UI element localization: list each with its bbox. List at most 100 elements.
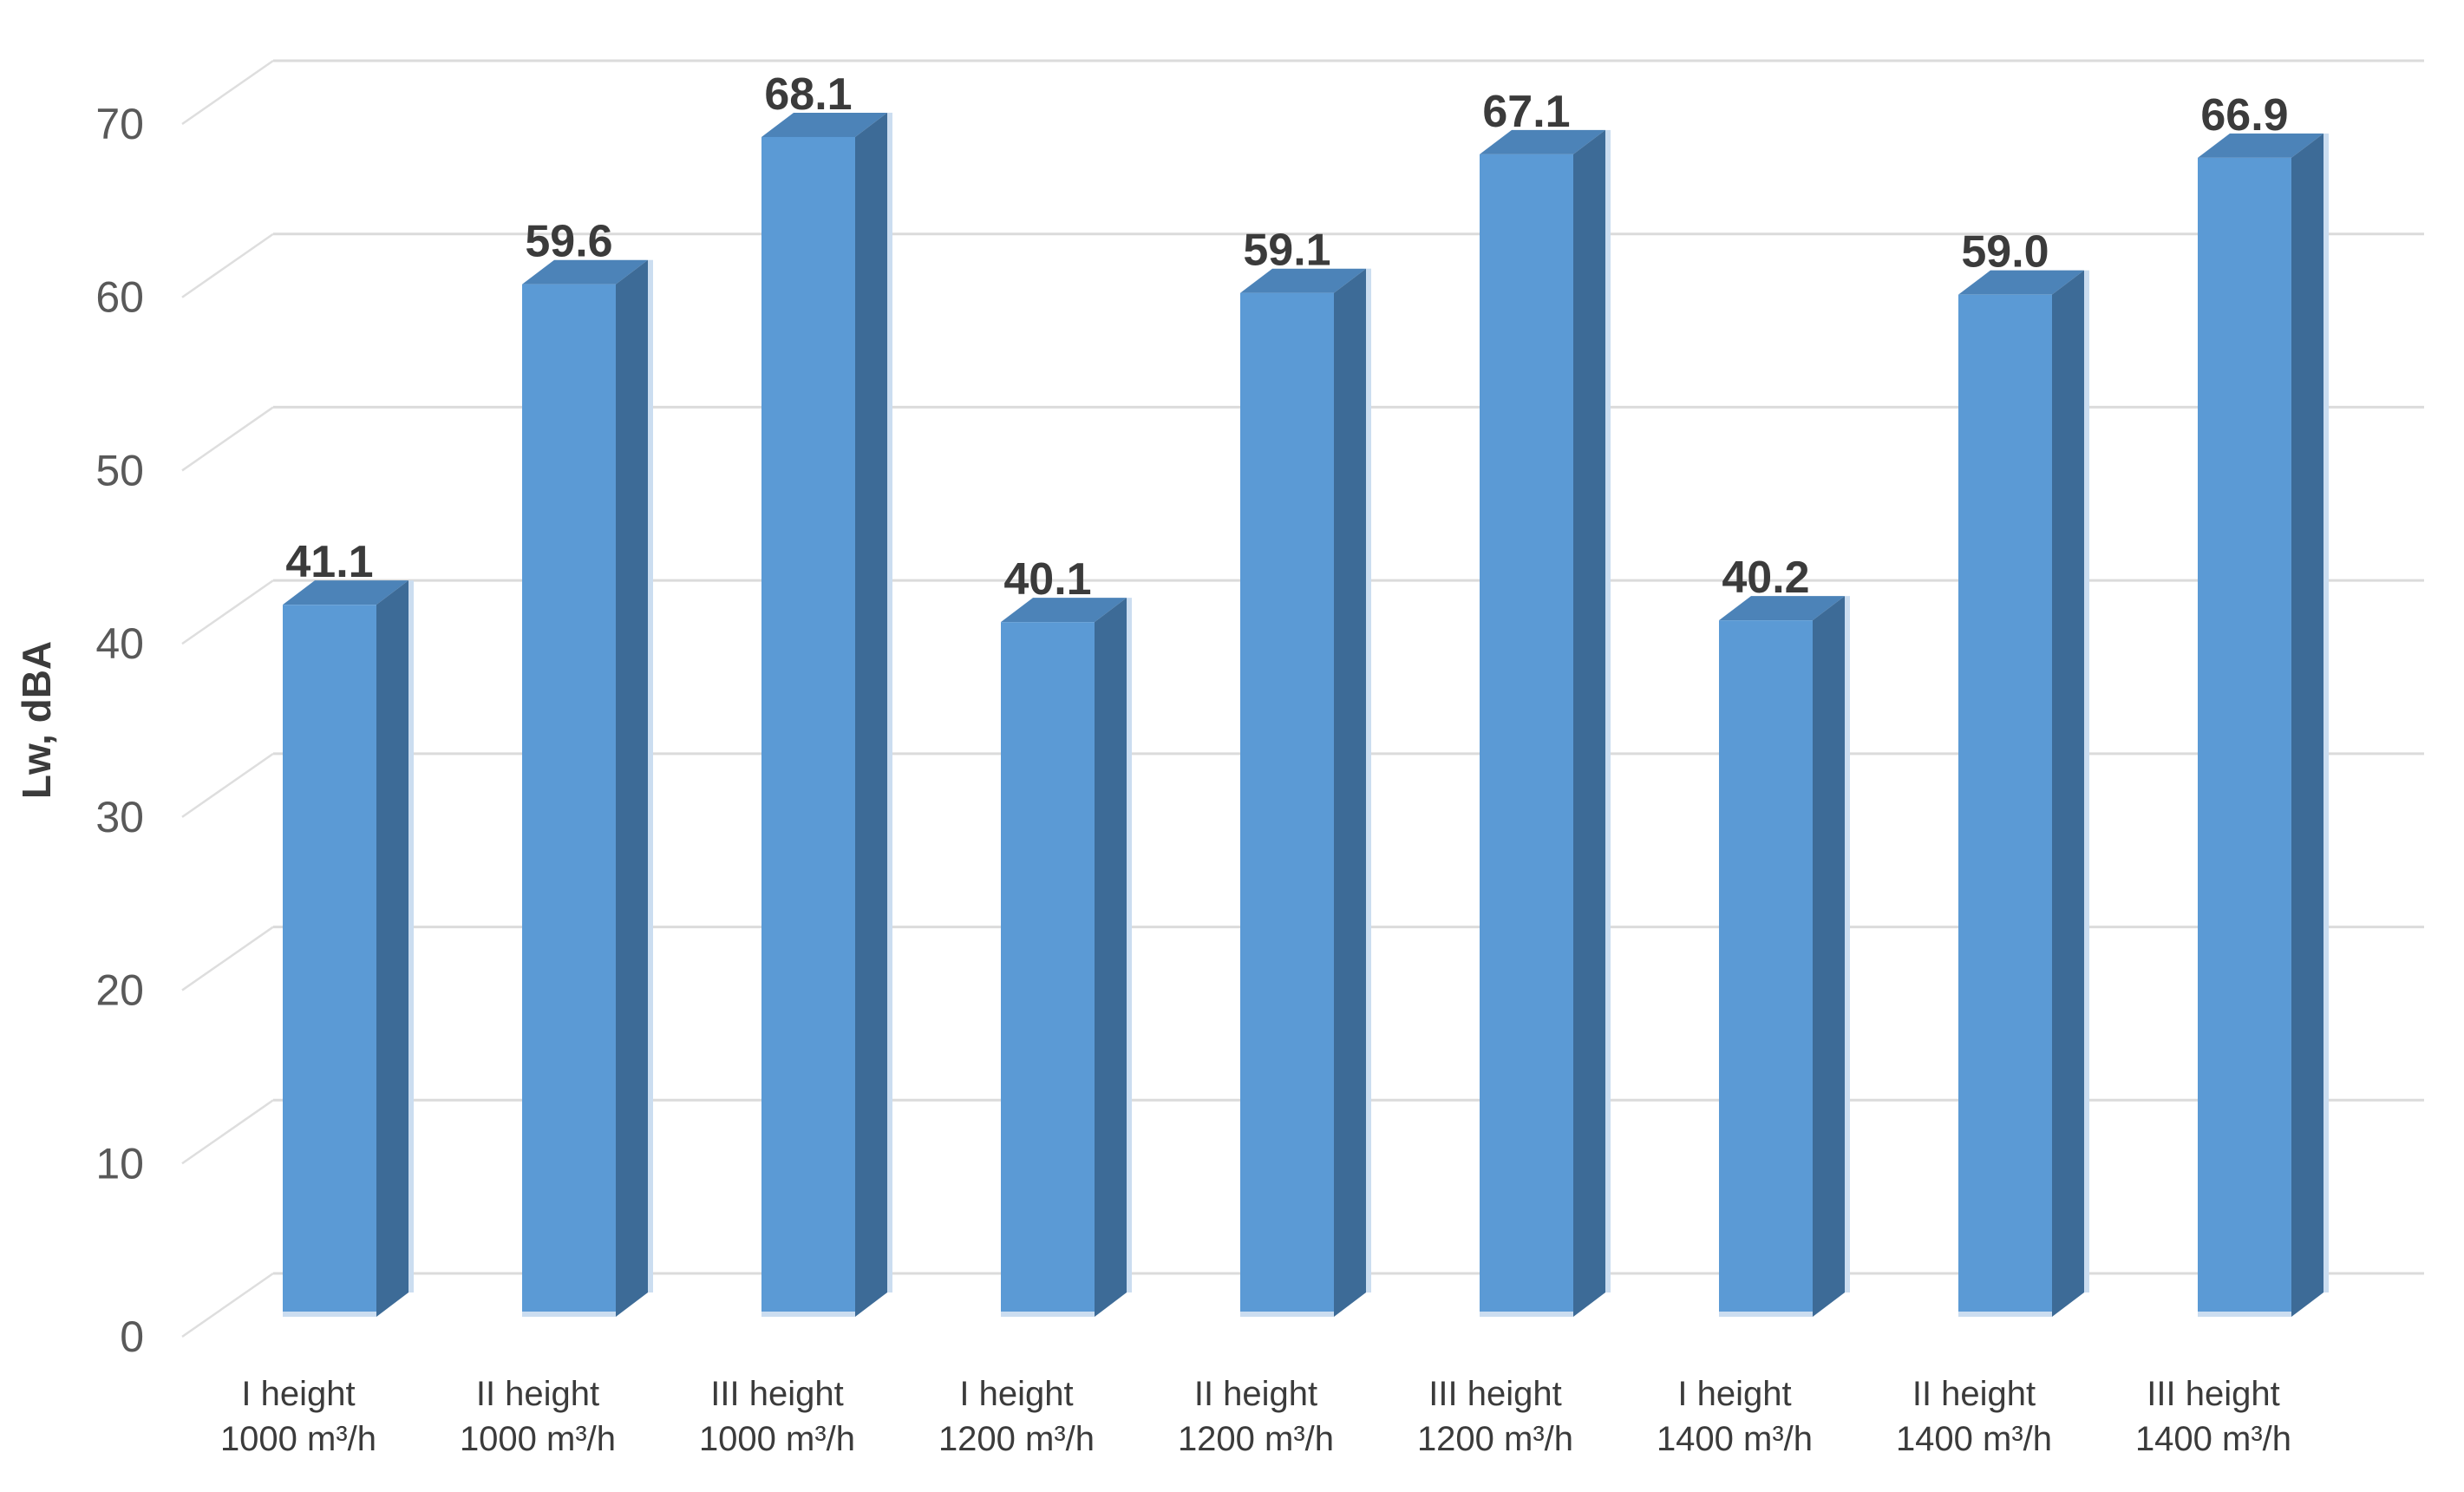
x-axis-category-line2: 1000 m³/h (699, 1420, 855, 1458)
bar-side-face (616, 259, 648, 1317)
bar-top-face (1480, 129, 1605, 154)
bar-group: 67.1 III height 1200 m³/h (1417, 87, 1611, 1458)
y-axis-tick-label: 60 (95, 273, 144, 322)
x-axis-category-line2: 1200 m³/h (1178, 1420, 1334, 1458)
y-axis-tick-label: 40 (95, 619, 144, 668)
bar-side-face (1573, 129, 1605, 1318)
gridline-depth-connector (181, 1272, 274, 1338)
bar-base-highlight (1480, 1312, 1573, 1317)
bar-base-highlight (1240, 1312, 1334, 1317)
x-axis-category-line1: I height (1677, 1375, 1791, 1413)
bar-side-face (376, 580, 408, 1317)
bar-base-highlight (761, 1312, 855, 1317)
y-axis-tick-label: 50 (95, 446, 144, 494)
bar-base-highlight (522, 1312, 616, 1317)
y-axis-tick-label: 70 (95, 100, 144, 148)
y-axis-tick-label: 10 (95, 1139, 144, 1188)
x-axis-category-line2: 1000 m³/h (460, 1420, 616, 1458)
bar-value-label: 67.1 (1482, 87, 1570, 137)
y-axis-tick-label: 30 (95, 793, 144, 841)
gridline-depth-connector (181, 579, 274, 645)
bar-front-face (522, 284, 616, 1317)
x-axis-category-line1: I height (241, 1375, 355, 1413)
bar-front-face (283, 605, 376, 1317)
bar-top-face (2198, 133, 2323, 158)
bar-edge-highlight (2084, 270, 2089, 1293)
bar-group: 41.1 I height 1000 m³/h (220, 537, 414, 1458)
x-axis-category-line2: 1200 m³/h (938, 1420, 1095, 1458)
bar-edge-highlight (1127, 598, 1132, 1292)
y-axis-tick-label: 0 (120, 1312, 144, 1361)
bar-group: 66.9 III height 1400 m³/h (2135, 90, 2329, 1458)
gridline-depth-connector (181, 1099, 274, 1165)
x-axis-category-line1: II height (1194, 1375, 1317, 1413)
gridline-depth-connector (181, 406, 274, 472)
bar-edge-highlight (887, 112, 892, 1293)
x-axis-category-line1: III height (2147, 1375, 2279, 1413)
bar-edge-highlight (648, 259, 653, 1292)
bar-front-face (1001, 622, 1095, 1317)
bar-front-face (1480, 154, 1573, 1318)
bar-value-label: 66.9 (2200, 90, 2288, 141)
x-axis-category-line2: 1200 m³/h (1417, 1420, 1573, 1458)
bar-top-face (1001, 598, 1127, 623)
bar-base-highlight (1719, 1312, 1813, 1317)
bar-group: 59.6 II height 1000 m³/h (460, 217, 653, 1458)
bar-group: 68.1 III height 1000 m³/h (699, 69, 892, 1458)
gridline-depth-connector (181, 232, 274, 298)
y-axis-tick-label: 20 (95, 966, 144, 1015)
bar-side-face (1095, 598, 1127, 1317)
bar-base-highlight (2198, 1312, 2291, 1317)
y-axis-title: Lw, dBA (14, 641, 59, 799)
bar-base-highlight (1001, 1312, 1095, 1317)
bar-value-label: 59.0 (1961, 227, 2049, 278)
bar-side-face (2291, 133, 2323, 1318)
x-axis-category-line2: 1400 m³/h (1657, 1420, 1813, 1458)
bar-side-face (2052, 270, 2084, 1318)
x-axis-category-line1: I height (959, 1375, 1073, 1413)
bar-group: 40.1 I height 1200 m³/h (938, 554, 1132, 1458)
bar-front-face (1240, 292, 1334, 1317)
bar-front-face (1719, 620, 1813, 1317)
bar-edge-highlight (1605, 129, 1611, 1293)
x-axis-category-line2: 1400 m³/h (1896, 1420, 2052, 1458)
bar-edge-highlight (2323, 133, 2329, 1293)
bar-top-face (761, 112, 887, 137)
bar-group: 59.1 II height 1200 m³/h (1178, 226, 1371, 1458)
bar-value-label: 41.1 (285, 537, 373, 587)
bar-top-face (522, 259, 648, 285)
x-axis-category-line1: III height (710, 1375, 843, 1413)
bar-group: 40.2 I height 1400 m³/h (1657, 553, 1850, 1458)
bar-front-face (1958, 294, 2052, 1318)
bar-value-label: 68.1 (764, 69, 852, 120)
gridline-depth-connector (181, 926, 274, 991)
bar-top-face (1240, 268, 1366, 293)
bar-top-face (283, 580, 408, 605)
bar-side-face (1334, 268, 1366, 1317)
x-axis-category-line1: III height (1428, 1375, 1561, 1413)
x-axis-category-line1: II height (1912, 1375, 2036, 1413)
bar-base-highlight (283, 1312, 376, 1317)
x-axis-category-line2: 1000 m³/h (220, 1420, 376, 1458)
bar-value-label: 40.2 (1722, 553, 1809, 603)
bar-group: 59.0 II height 1400 m³/h (1896, 227, 2089, 1458)
x-axis-category-line1: II height (476, 1375, 599, 1413)
x-axis-category-line2: 1400 m³/h (2135, 1420, 2291, 1458)
bar-side-face (1813, 596, 1845, 1317)
bar-base-highlight (1958, 1312, 2052, 1317)
bar-edge-highlight (1366, 268, 1371, 1292)
bar-top-face (1958, 270, 2084, 295)
bar-side-face (855, 112, 887, 1318)
bar-front-face (761, 136, 855, 1318)
bar-value-label: 40.1 (1003, 554, 1091, 605)
gridline-depth-connector (181, 59, 274, 126)
bar-top-face (1719, 596, 1845, 621)
bar-edge-highlight (1845, 596, 1850, 1292)
bar-front-face (2198, 157, 2291, 1318)
bar-edge-highlight (408, 580, 414, 1292)
bar-value-label: 59.6 (525, 217, 612, 267)
bar-value-label: 59.1 (1243, 226, 1330, 276)
gridline-depth-connector (181, 752, 274, 818)
